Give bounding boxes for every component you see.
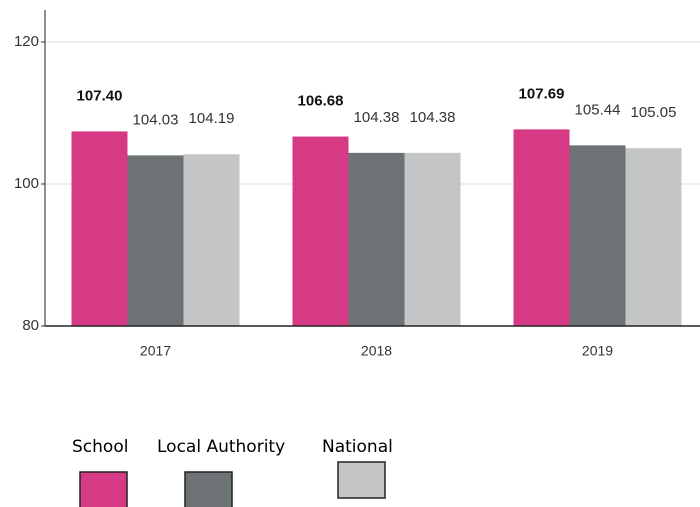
legend-label: National [322, 437, 393, 457]
y-tick-label: 100 [14, 175, 39, 192]
x-tick-label: 2018 [361, 343, 392, 359]
bar [625, 148, 682, 326]
legend-label: School [72, 437, 128, 457]
bar [71, 131, 128, 326]
value-label: 104.38 [354, 109, 400, 126]
legend-swatch [337, 461, 386, 499]
y-tick-label: 80 [22, 317, 39, 334]
value-label: 105.44 [575, 101, 621, 118]
bar [404, 152, 461, 326]
value-label: 105.05 [631, 104, 677, 121]
bar [127, 155, 184, 326]
value-label: 104.03 [133, 111, 179, 128]
value-label: 104.19 [189, 110, 235, 127]
legend-swatch [184, 471, 233, 507]
bar [513, 129, 570, 326]
y-tick-label: 120 [14, 33, 39, 50]
bar [569, 145, 626, 326]
bar [183, 154, 240, 326]
value-label: 107.69 [519, 85, 565, 102]
value-label: 106.68 [298, 93, 344, 110]
legend-label: Local Authority [157, 437, 285, 457]
value-label: 107.40 [77, 87, 123, 104]
bar [348, 152, 405, 326]
x-tick-label: 2019 [582, 343, 613, 359]
x-tick-label: 2017 [140, 343, 171, 359]
bar [292, 136, 349, 326]
value-label: 104.38 [410, 109, 456, 126]
legend-swatch [79, 471, 128, 507]
